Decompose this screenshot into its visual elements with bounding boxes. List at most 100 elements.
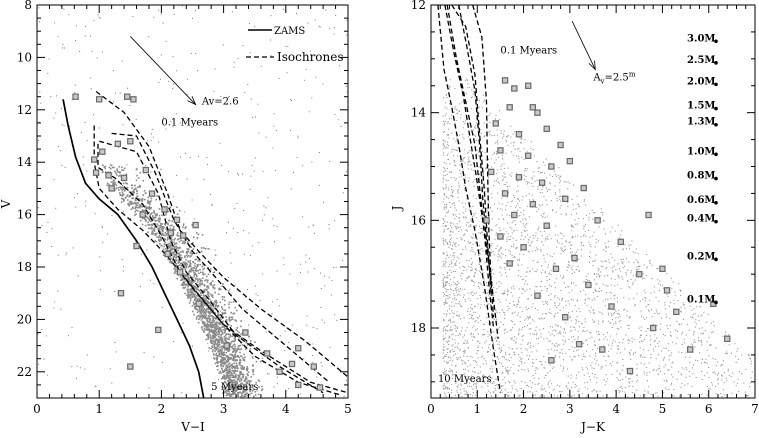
cluster-star-dot (196, 237, 199, 239)
field-star-dot (558, 344, 560, 346)
field-star-dot (701, 344, 703, 346)
cluster-star-dot (189, 262, 192, 265)
field-star-dot (654, 334, 656, 336)
field-star-dot (640, 356, 642, 358)
field-star-dot (526, 324, 528, 326)
field-star-dot (249, 52, 251, 54)
cluster-star-dot (236, 367, 238, 370)
field-star-dot (457, 392, 459, 394)
cluster-star-dot (236, 365, 238, 368)
field-star-dot (559, 303, 561, 305)
field-star-dot (622, 365, 624, 367)
field-star-dot (516, 155, 518, 157)
cluster-star-dot (185, 264, 187, 267)
cluster-star-dot (212, 325, 214, 327)
field-star-dot (572, 235, 574, 237)
field-star-dot (476, 328, 478, 330)
field-star-dot (121, 60, 123, 62)
cluster-star-dot (245, 376, 247, 378)
cluster-star-dot (243, 379, 246, 382)
field-star-dot (524, 168, 526, 170)
cluster-star-dot (153, 216, 156, 219)
field-star-dot (457, 387, 459, 389)
field-star-dot (442, 253, 444, 255)
field-star-dot (591, 336, 593, 338)
cluster-star-dot (185, 274, 188, 276)
cluster-star-dot (240, 395, 242, 398)
cluster-star-dot (181, 267, 183, 270)
cluster-star-dot (230, 387, 233, 389)
field-star-dot (486, 293, 488, 295)
cluster-star-dot (187, 266, 190, 268)
cluster-star-dot (195, 308, 198, 310)
field-star-dot (497, 178, 499, 180)
cluster-star-dot (233, 312, 236, 315)
field-star-dot (472, 370, 474, 372)
field-star-dot (570, 320, 572, 322)
field-star-dot (518, 161, 520, 163)
marked-star (142, 166, 150, 174)
cluster-star-dot (109, 168, 112, 170)
field-star-dot (454, 342, 456, 344)
cluster-star-dot (198, 283, 201, 285)
field-star-dot (519, 253, 521, 255)
field-star-dot (442, 280, 444, 282)
cluster-star-dot (204, 299, 207, 301)
field-star-dot (534, 270, 536, 272)
cluster-star-dot (226, 389, 229, 392)
field-star-dot (491, 193, 493, 195)
field-star-dot (743, 382, 745, 384)
field-star-dot (493, 294, 495, 296)
field-star-dot (123, 210, 124, 212)
cluster-star-dot (241, 344, 244, 346)
field-star-dot (589, 379, 591, 381)
field-star-dot (510, 236, 512, 238)
field-star-dot (714, 358, 716, 360)
cluster-star-dot (174, 271, 177, 274)
field-star-dot (478, 166, 480, 168)
cluster-star-dot (104, 165, 107, 168)
field-star-dot (153, 356, 155, 358)
field-star-dot (608, 314, 610, 316)
field-star-dot (548, 273, 550, 275)
field-star-dot (563, 343, 565, 345)
field-star-dot (556, 349, 558, 351)
field-star-dot (550, 238, 552, 240)
field-star-dot (112, 70, 114, 71)
field-star-dot (537, 343, 539, 345)
field-star-dot (464, 350, 466, 352)
cluster-star-dot (211, 294, 214, 296)
field-star-dot (464, 375, 466, 377)
field-star-dot (651, 277, 653, 279)
field-star-dot (459, 334, 461, 336)
cluster-star-dot (208, 301, 211, 304)
field-star-dot (583, 281, 585, 283)
cluster-star-dot (128, 203, 131, 205)
field-star-dot (456, 315, 458, 317)
field-star-dot (135, 118, 137, 120)
annotation-label: Av=2.6 (201, 97, 239, 108)
cluster-star-dot (237, 378, 239, 380)
cluster-star-dot (209, 268, 212, 270)
cluster-star-dot (261, 385, 263, 388)
field-star-dot (584, 386, 586, 388)
field-star-dot (100, 289, 102, 291)
field-star-dot (493, 151, 495, 153)
field-star-dot (487, 335, 489, 337)
field-star-dot (442, 372, 444, 374)
field-star-dot (518, 288, 520, 290)
cluster-star-dot (182, 223, 185, 225)
field-star-dot (490, 322, 492, 324)
field-star-dot (583, 356, 585, 358)
field-star-dot (143, 351, 145, 353)
field-star-dot (447, 392, 449, 394)
cluster-star-dot (147, 207, 150, 209)
cluster-star-dot (135, 209, 137, 211)
cluster-star-dot (220, 345, 223, 348)
field-star-dot (478, 155, 480, 157)
field-star-dot (662, 359, 664, 361)
field-star-dot (462, 133, 464, 135)
cluster-star-dot (196, 265, 199, 267)
field-star-dot (646, 374, 648, 376)
